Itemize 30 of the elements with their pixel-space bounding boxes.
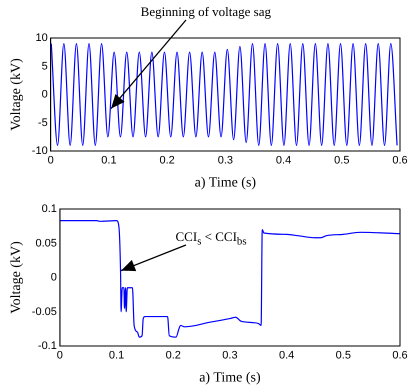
x-tick-label: 0.3 <box>222 350 238 362</box>
y-tick-label: 5 <box>42 60 48 72</box>
x-tick-label: 0.6 <box>392 154 408 167</box>
y-tick-label: 0.05 <box>35 237 57 250</box>
line-series <box>60 220 400 338</box>
x-tick-label: 0.2 <box>159 154 175 167</box>
y-tick-label: -10 <box>32 145 48 158</box>
y-axis-title: Voltage (kV) <box>9 240 24 314</box>
y-tick-label: 10 <box>35 32 48 44</box>
x-tick-label: 0.6 <box>392 350 408 362</box>
x-axis-title: a) Time (s) <box>199 370 261 386</box>
x-tick-label: 0.3 <box>218 154 233 167</box>
y-tick-label: 0 <box>42 88 48 101</box>
y-tick-label: -0.1 <box>38 340 57 352</box>
x-tick-label: 0.5 <box>336 350 351 362</box>
x-tick-label: 0.2 <box>166 350 181 362</box>
y-tick-label: -5 <box>38 116 48 129</box>
y-tick-label: 0 <box>50 272 57 284</box>
x-tick-label: 0.4 <box>276 154 292 167</box>
y-tick-label: 0.1 <box>42 203 57 216</box>
x-tick-label: 0.1 <box>101 154 117 167</box>
x-tick-label: 0.4 <box>278 350 294 362</box>
x-tick-label: 0.5 <box>334 154 350 167</box>
line-series <box>50 43 398 146</box>
x-tick-label: 0.1 <box>108 350 124 362</box>
x-axis-title: a) Time (s) <box>194 175 256 190</box>
annotation: CCI$_{s}$ < CCI$_{bs}$ <box>176 229 247 250</box>
y-tick-label: -0.05 <box>32 306 57 318</box>
y-axis-title: Voltage (kV) <box>9 58 24 131</box>
annotation: Beginning of voltage sag <box>140 4 271 19</box>
